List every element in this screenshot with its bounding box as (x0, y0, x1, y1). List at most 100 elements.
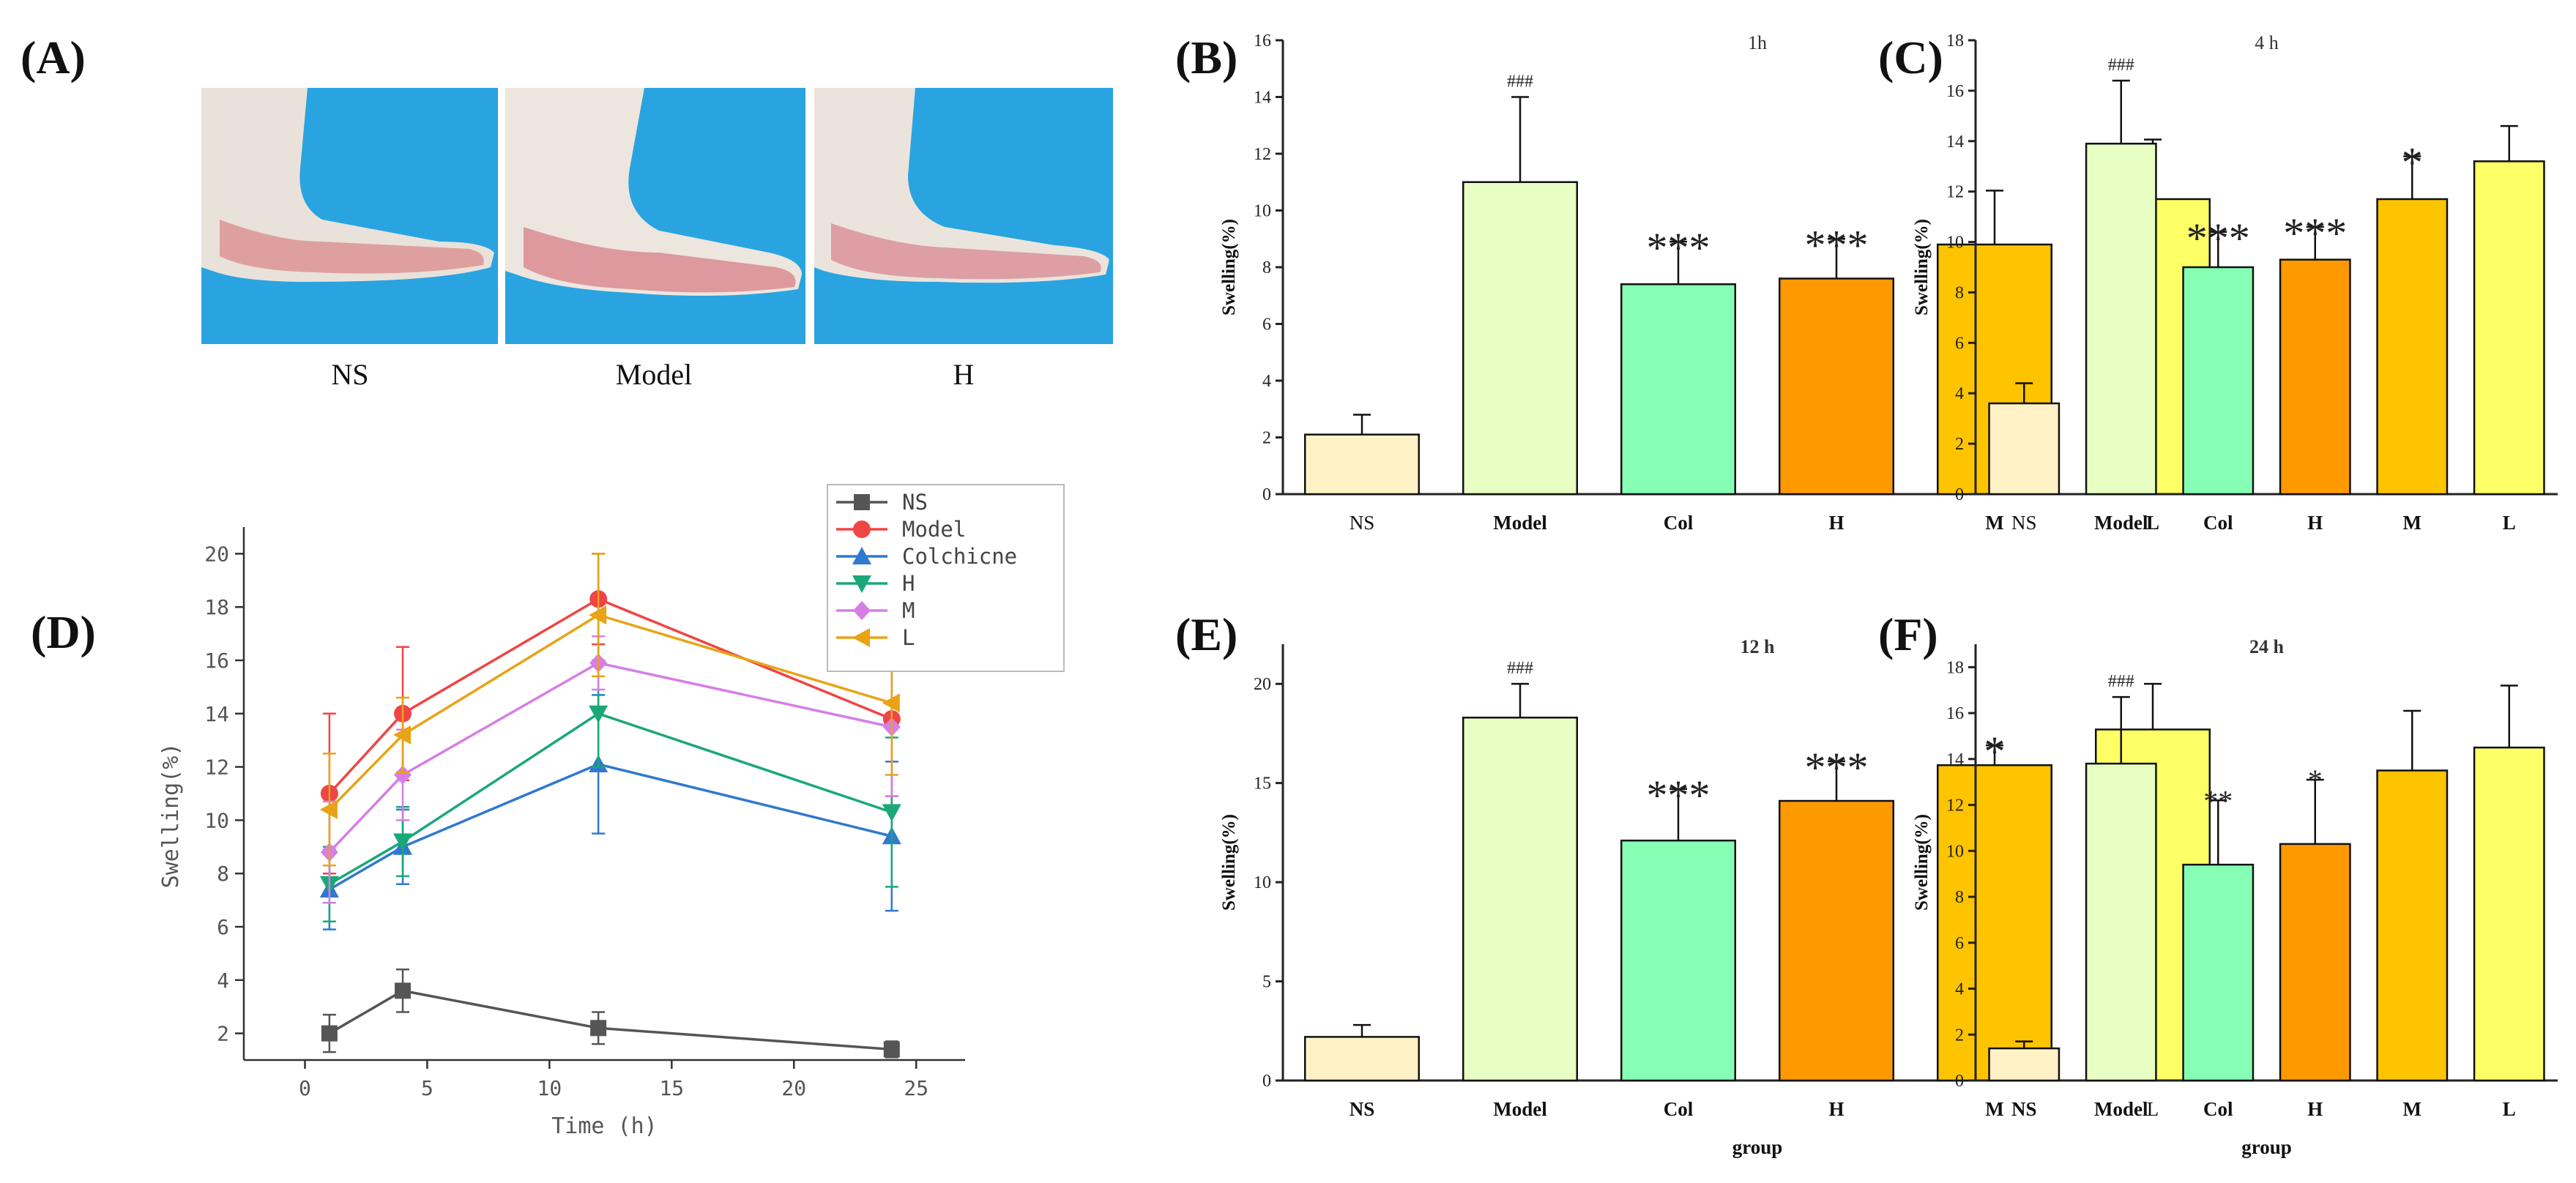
legend-marker (852, 547, 871, 564)
series-line (328, 613, 893, 811)
bar-h (1778, 277, 1895, 496)
y-tick-label: 8 (1262, 258, 1271, 277)
photo-h-paw (831, 223, 1101, 280)
series-h (319, 659, 901, 922)
x-tick-label: H (2307, 512, 2323, 534)
series-line (328, 661, 893, 854)
significance-mark: *** (2186, 214, 2250, 262)
y-axis-label: Swelling(%) (1219, 814, 1239, 911)
x-tick-label: Col (2203, 1098, 2233, 1120)
photo-ns: NS (201, 88, 498, 391)
x-tick-label: NS (1350, 1098, 1375, 1120)
chart-f: 0 2 4 6 8 10 12 14 16 18 NS Model ### Col ** H * M L 24 h Sw… (1912, 636, 2558, 1158)
y-tick-label: 6 (1955, 334, 1964, 353)
legend-label: H (902, 571, 915, 596)
x-tick-label: NS (1350, 512, 1375, 534)
x-axis-label: group (1732, 1136, 1783, 1158)
y-tick-label: 4 (217, 969, 229, 993)
y-tick-label: 4 (1955, 384, 1964, 403)
panel-label-d: (D) (31, 606, 96, 658)
panel-label-c: (C) (1878, 31, 1943, 83)
series-line (328, 763, 893, 891)
significance-mark: ### (1507, 72, 1533, 92)
panel-label-f: (F) (1878, 608, 1938, 660)
y-tick-label: 10 (1946, 234, 1964, 253)
bar-col (1620, 283, 1737, 496)
significance-mark: * (1984, 728, 2006, 775)
bar-l (2473, 746, 2545, 1082)
legend-marker (853, 520, 871, 538)
y-tick-label: 2 (217, 1022, 229, 1046)
bar-m (2376, 769, 2449, 1082)
y-tick-label: 20 (1254, 675, 1271, 694)
series-line (328, 989, 892, 1051)
x-tick-label: 25 (904, 1076, 928, 1100)
y-tick-label: 14 (204, 702, 229, 726)
y-tick-label: 0 (1955, 1072, 1964, 1091)
bar-h (2279, 258, 2351, 496)
y-tick-label: 6 (217, 915, 229, 939)
significance-mark: ### (2108, 56, 2134, 75)
y-tick-label: 5 (1262, 973, 1271, 992)
data-point (395, 982, 412, 999)
legend-marker (853, 601, 871, 620)
y-tick-label: 2 (1955, 1026, 1964, 1045)
x-tick-label: M (2403, 1098, 2421, 1120)
legend-label: NS (902, 490, 928, 515)
y-tick-label: 2 (1262, 429, 1271, 448)
chart-title: 4 h (2255, 32, 2279, 53)
photo-ns-caption: NS (331, 358, 368, 391)
x-tick-label: L (2503, 512, 2516, 534)
x-tick-label: Model (2094, 1098, 2148, 1120)
x-tick-label: NS (2011, 1098, 2037, 1120)
data-point (393, 833, 413, 851)
panel-label-e: (E) (1175, 608, 1237, 660)
legend-label: Colchicne (902, 544, 1017, 569)
x-tick-label: L (2503, 1098, 2516, 1120)
significance-mark: *** (2283, 209, 2347, 257)
y-axis-label: Swelling(%) (1219, 219, 1239, 316)
data-point (589, 605, 607, 625)
photo-h: H (814, 88, 1113, 391)
legend-label: L (902, 625, 915, 650)
data-point (883, 1041, 900, 1058)
x-tick-label: Model (1493, 512, 1547, 534)
y-tick-label: 0 (1955, 485, 1964, 504)
x-tick-label: 0 (299, 1076, 311, 1100)
y-tick-label: 8 (1955, 283, 1964, 302)
significance-mark: * (2308, 764, 2323, 796)
y-tick-label: 10 (1254, 202, 1271, 221)
y-tick-label: 18 (204, 595, 229, 619)
y-tick-label: 12 (1946, 183, 1964, 202)
x-axis-label: group (2241, 1136, 2292, 1158)
y-tick-label: 2 (1955, 435, 1964, 454)
bar-col (2182, 266, 2255, 496)
y-tick-label: 0 (1262, 485, 1271, 504)
bar-model (2085, 762, 2157, 1082)
series-ns (321, 968, 900, 1059)
x-axis-label: Time (h) (551, 1113, 658, 1139)
significance-mark: *** (1647, 772, 1710, 819)
chart-title: 1h (1748, 32, 1767, 53)
series-line (328, 712, 893, 886)
y-tick-label: 18 (1946, 658, 1964, 677)
y-tick-label: 20 (204, 542, 229, 566)
y-tick-label: 6 (1955, 934, 1964, 953)
bar-m (2376, 198, 2449, 496)
x-tick-label: 5 (421, 1076, 433, 1100)
chart-c: 0 2 4 6 8 10 12 14 16 18 NS Model ### Col *** H *** M * L 4 … (1912, 31, 2558, 534)
x-tick-label: M (1985, 1098, 2003, 1120)
y-tick-label: 16 (1946, 82, 1964, 101)
legend-marker (852, 628, 870, 647)
series-line (328, 597, 893, 795)
x-tick-label: Col (1664, 1098, 1694, 1120)
y-tick-label: 16 (1254, 31, 1271, 51)
legend-label: Model (902, 517, 966, 542)
significance-mark: ### (1507, 659, 1533, 678)
data-point (882, 693, 900, 713)
data-point (393, 725, 412, 744)
series-m (320, 635, 901, 904)
y-tick-label: 16 (1946, 704, 1964, 723)
